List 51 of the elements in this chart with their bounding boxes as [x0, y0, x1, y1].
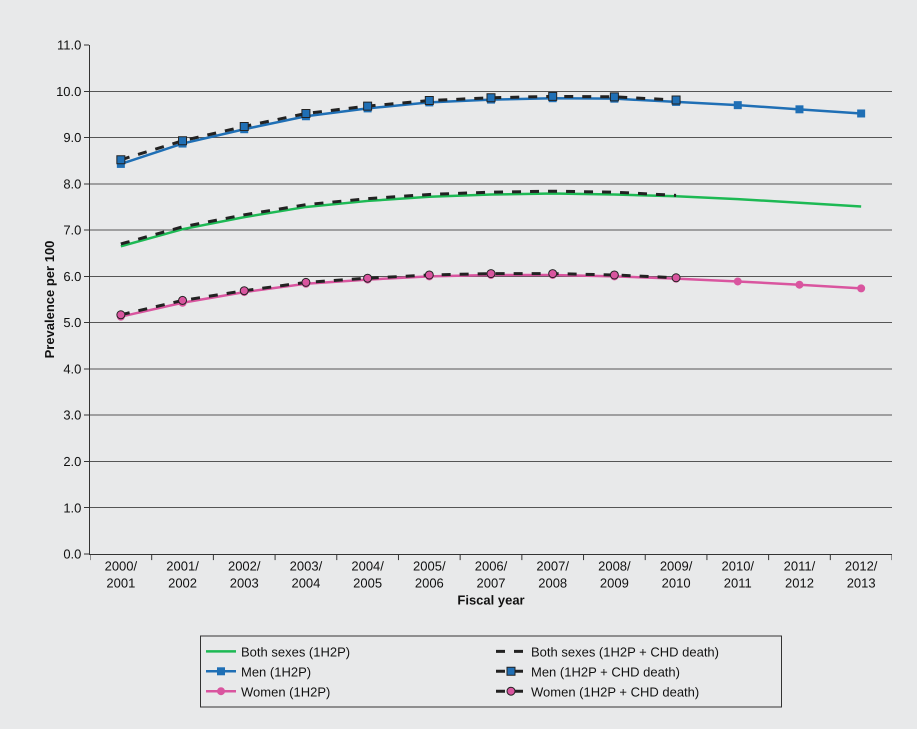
- x-tick-label: 2006/ 2007: [474, 558, 508, 590]
- y-tick-label: 0.0: [63, 546, 82, 562]
- x-tick-label: 2012/ 2013: [844, 558, 878, 590]
- y-axis-title: Prevalence per 100: [42, 240, 57, 358]
- point: [178, 296, 188, 305]
- x-tick-label: 2011/ 2012: [784, 558, 816, 590]
- point: [548, 92, 558, 101]
- point: [116, 155, 126, 164]
- point: [301, 108, 310, 118]
- x-tick-label: 2004/ 2005: [351, 558, 384, 590]
- y-tick-label: 4.0: [63, 361, 82, 376]
- x-tick-label: 2007/ 2008: [536, 558, 570, 590]
- point: [486, 93, 496, 102]
- legend-label: Men (1H2P + CHD death): [531, 664, 680, 680]
- point: [363, 102, 372, 111]
- legend-label: Both sexes (1H2P + CHD death): [531, 644, 719, 660]
- x-tick-label: 2008/ 2009: [598, 558, 632, 590]
- x-tick-label: 2002/ 2003: [228, 558, 261, 590]
- point: [610, 92, 619, 102]
- x-tick-label: 2001/ 2002: [166, 558, 200, 590]
- x-tick-label: 2000/ 2001: [104, 558, 138, 590]
- point: [795, 280, 804, 289]
- x-tick-label: 2003/ 2004: [290, 558, 323, 590]
- x-axis-title: Fiscal year: [457, 592, 525, 608]
- line-series: [120, 192, 862, 248]
- y-tick-label: 6.0: [63, 268, 82, 284]
- legend-label: Women (1H2P): [241, 684, 330, 700]
- legend-label: Men (1H2P): [241, 664, 312, 680]
- x-tick-label: 2005/ 2006: [413, 558, 446, 590]
- y-tick-label: 7.0: [63, 222, 82, 238]
- point: [178, 136, 188, 146]
- x-tick-label: 2009/ 2010: [660, 558, 693, 590]
- point: [734, 101, 742, 110]
- point: [240, 122, 249, 131]
- point: [857, 109, 866, 118]
- y-tick-label: 2.0: [63, 454, 82, 469]
- legend-label: Both sexes (1H2P): [241, 644, 350, 660]
- x-tick-label: 2010/ 2011: [721, 558, 754, 590]
- y-tick-label: 9.0: [63, 130, 82, 146]
- point: [795, 105, 804, 114]
- y-tick-label: 8.0: [63, 176, 82, 192]
- y-tick-label: 11.0: [57, 38, 82, 53]
- y-tick-label: 10.0: [56, 84, 82, 99]
- point: [857, 284, 866, 292]
- y-tick-label: 3.0: [63, 408, 82, 423]
- line-series: [119, 190, 678, 246]
- point: [734, 277, 742, 286]
- point: [116, 310, 126, 320]
- y-tick-label: 1.0: [63, 500, 82, 516]
- y-tick-label: 5.0: [63, 315, 82, 330]
- legend-label: Women (1H2P + CHD death): [531, 684, 700, 700]
